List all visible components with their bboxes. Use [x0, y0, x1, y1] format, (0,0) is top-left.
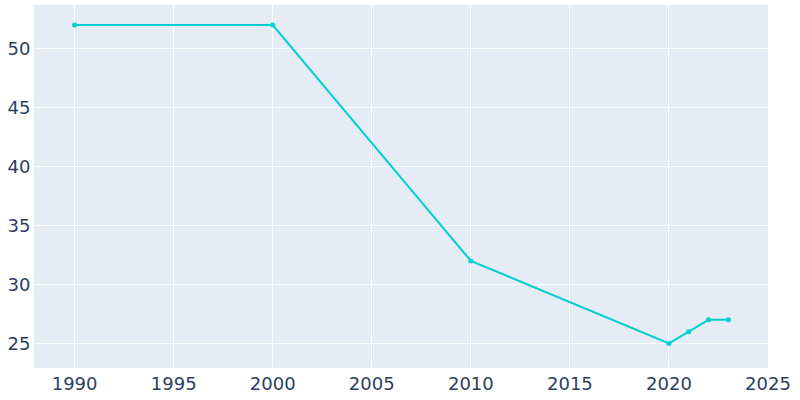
svg-text:2000: 2000 [250, 373, 296, 394]
svg-text:2020: 2020 [646, 373, 692, 394]
svg-text:2005: 2005 [349, 373, 395, 394]
svg-text:2025: 2025 [745, 373, 791, 394]
svg-text:35: 35 [7, 215, 30, 236]
svg-text:1990: 1990 [52, 373, 98, 394]
svg-text:30: 30 [7, 274, 30, 295]
svg-text:2010: 2010 [448, 373, 494, 394]
svg-text:45: 45 [7, 97, 30, 118]
svg-text:50: 50 [7, 38, 30, 59]
svg-text:1995: 1995 [151, 373, 197, 394]
svg-text:25: 25 [7, 333, 30, 354]
svg-text:2015: 2015 [547, 373, 593, 394]
svg-text:40: 40 [7, 156, 30, 177]
